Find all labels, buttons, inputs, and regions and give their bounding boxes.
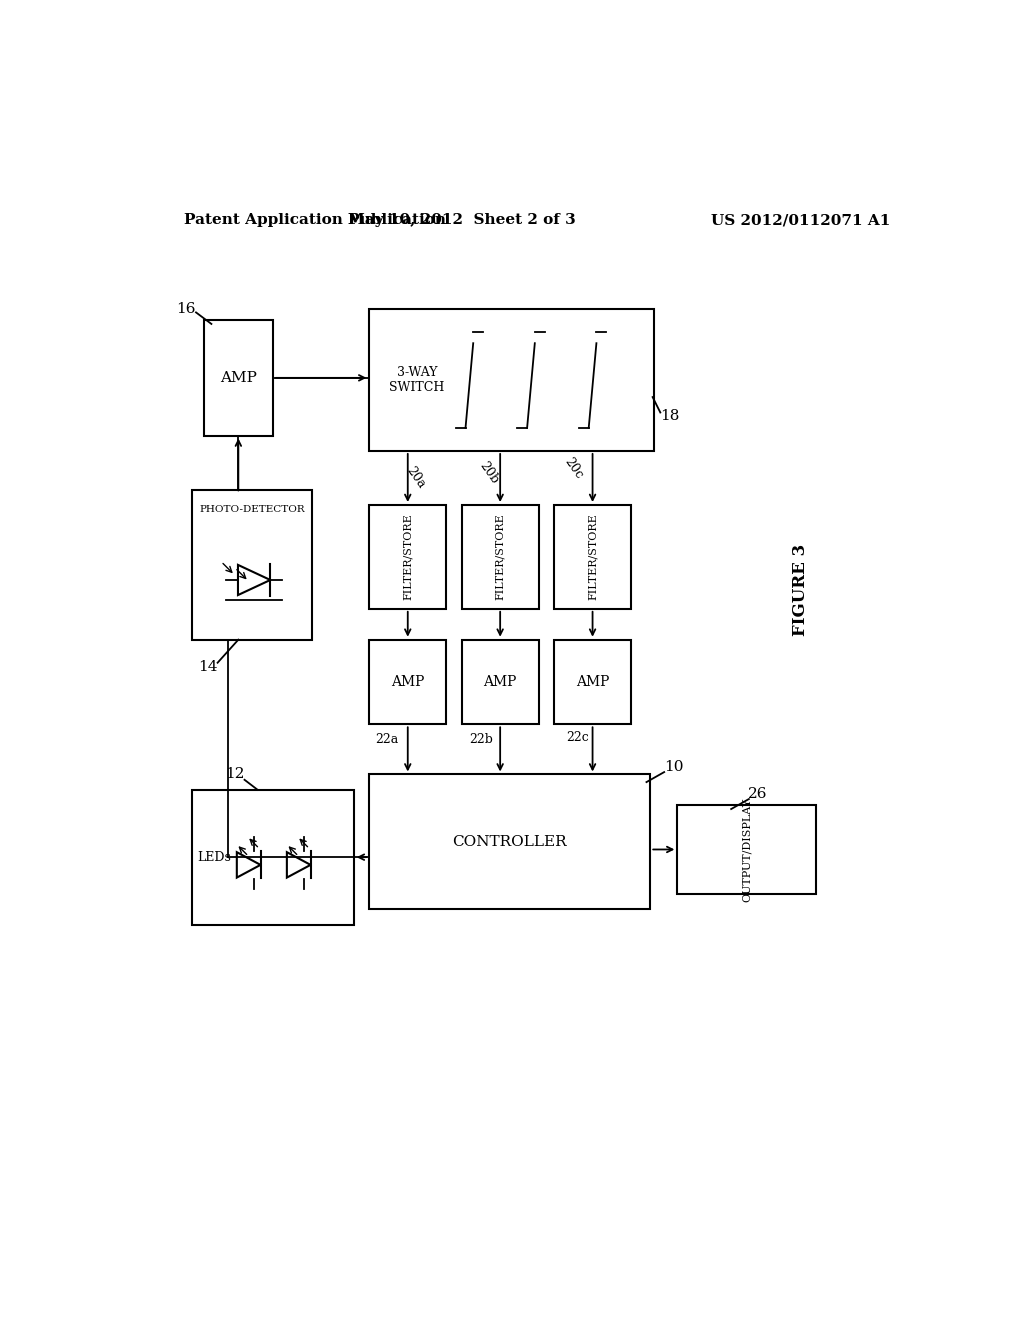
Text: Patent Application Publication: Patent Application Publication	[184, 213, 446, 227]
Bar	[193, 490, 311, 640]
Bar	[370, 640, 446, 725]
Text: FIGURE 3: FIGURE 3	[792, 544, 809, 636]
Bar	[370, 309, 654, 451]
Text: May 10, 2012  Sheet 2 of 3: May 10, 2012 Sheet 2 of 3	[348, 213, 575, 227]
Bar	[193, 789, 354, 924]
Bar	[462, 640, 539, 725]
Text: OUTPUT/DISPLAY: OUTPUT/DISPLAY	[741, 797, 752, 902]
Text: 20c: 20c	[561, 455, 585, 480]
Text: US 2012/0112071 A1: US 2012/0112071 A1	[711, 213, 890, 227]
Text: 20a: 20a	[403, 465, 427, 491]
Text: 26: 26	[749, 787, 768, 801]
Bar	[204, 321, 273, 436]
Text: 22a: 22a	[376, 733, 398, 746]
Text: FILTER/STORE: FILTER/STORE	[402, 513, 413, 601]
Text: 22b: 22b	[469, 733, 493, 746]
Text: 14: 14	[198, 660, 217, 673]
Text: AMP: AMP	[391, 675, 424, 689]
Bar	[370, 506, 446, 609]
Bar	[554, 506, 631, 609]
Text: 20b: 20b	[476, 459, 501, 486]
Text: FILTER/STORE: FILTER/STORE	[588, 513, 598, 601]
Text: CONTROLLER: CONTROLLER	[453, 834, 567, 849]
Text: 18: 18	[659, 409, 679, 424]
Text: PHOTO-DETECTOR: PHOTO-DETECTOR	[199, 506, 305, 513]
Bar	[677, 805, 816, 894]
Text: LEDs: LEDs	[197, 850, 230, 863]
Text: 10: 10	[664, 760, 683, 774]
Bar	[554, 640, 631, 725]
Text: 3-WAY
SWITCH: 3-WAY SWITCH	[389, 366, 444, 393]
Bar	[462, 506, 539, 609]
Text: AMP: AMP	[220, 371, 257, 385]
Text: FILTER/STORE: FILTER/STORE	[496, 513, 505, 601]
Text: 16: 16	[176, 301, 196, 315]
Text: AMP: AMP	[575, 675, 609, 689]
Text: AMP: AMP	[483, 675, 517, 689]
Text: 12: 12	[224, 767, 245, 781]
Text: 22c: 22c	[566, 731, 589, 744]
Bar	[370, 775, 650, 909]
